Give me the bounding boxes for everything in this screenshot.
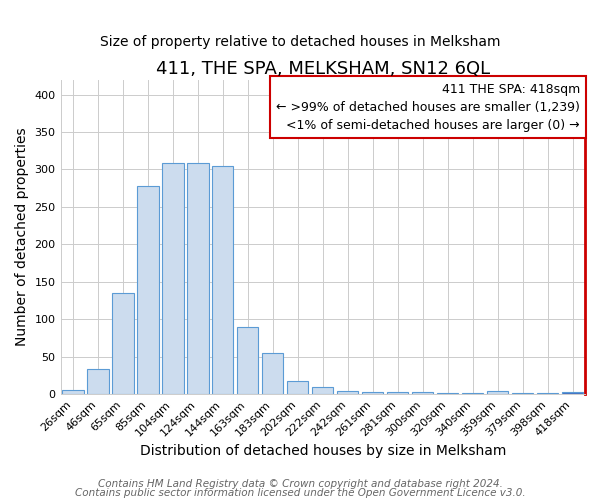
Bar: [112, 293, 134, 394]
Bar: [137, 186, 158, 394]
Title: 411, THE SPA, MELKSHAM, SN12 6QL: 411, THE SPA, MELKSHAM, SN12 6QL: [156, 60, 490, 78]
Bar: [412, 392, 433, 394]
Bar: [212, 166, 233, 394]
Bar: [312, 388, 334, 394]
Bar: [387, 392, 409, 394]
X-axis label: Distribution of detached houses by size in Melksham: Distribution of detached houses by size …: [140, 444, 506, 458]
Bar: [237, 326, 259, 394]
Bar: [62, 390, 83, 394]
Y-axis label: Number of detached properties: Number of detached properties: [15, 128, 29, 346]
Bar: [187, 164, 209, 394]
Bar: [88, 370, 109, 394]
Bar: [362, 392, 383, 394]
Bar: [337, 391, 358, 394]
Bar: [487, 391, 508, 394]
Bar: [163, 164, 184, 394]
Text: Size of property relative to detached houses in Melksham: Size of property relative to detached ho…: [100, 35, 500, 49]
Text: Contains HM Land Registry data © Crown copyright and database right 2024.: Contains HM Land Registry data © Crown c…: [98, 479, 502, 489]
Bar: [287, 380, 308, 394]
Text: 411 THE SPA: 418sqm
← >99% of detached houses are smaller (1,239)
<1% of semi-de: 411 THE SPA: 418sqm ← >99% of detached h…: [276, 82, 580, 132]
Bar: [262, 353, 283, 394]
Text: Contains public sector information licensed under the Open Government Licence v3: Contains public sector information licen…: [74, 488, 526, 498]
Bar: [562, 392, 583, 394]
